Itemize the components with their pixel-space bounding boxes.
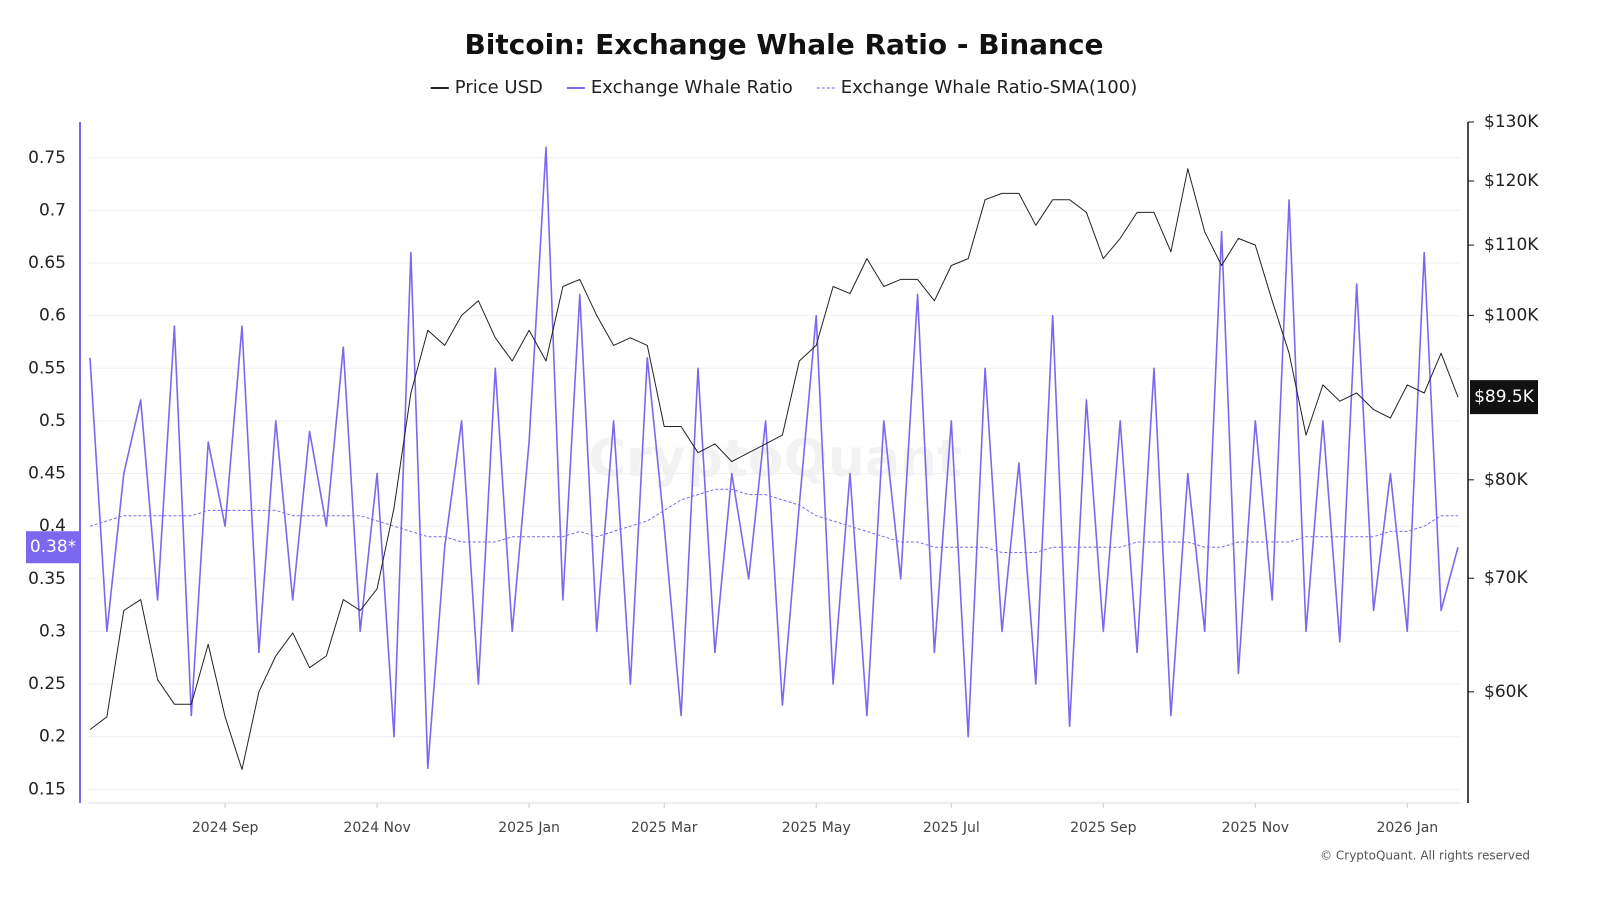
x-tick-label: 2025 Sep (1070, 820, 1137, 836)
y-tick-label: 0.45 (28, 464, 66, 484)
y2-tick-label: $80K (1484, 470, 1528, 490)
series-line (89, 146, 1459, 770)
last-value-label: $89.5K (1474, 387, 1535, 407)
x-tick-label: 2025 Jan (498, 820, 560, 836)
y2-tick-label: $100K (1484, 305, 1539, 325)
last-value-label: 0.38* (30, 537, 76, 557)
legend-label: Price USD (455, 77, 543, 98)
x-tick-label: 2025 Mar (631, 820, 698, 836)
x-tick-label: 2024 Nov (343, 820, 410, 836)
y-tick-label: 0.7 (39, 200, 66, 220)
x-tick-label: 2025 Nov (1222, 820, 1289, 836)
x-tick-label: 2026 Jan (1376, 820, 1438, 836)
series-line (89, 488, 1458, 553)
y-tick-label: 0.35 (28, 569, 66, 589)
last-value-tag (1470, 380, 1538, 415)
y-tick-label: 0.5 (39, 411, 66, 431)
last-value-tag (26, 531, 80, 564)
legend: Price USD Exchange Whale Ratio Exchange Wh… (430, 77, 1137, 98)
y2-tick-label: $60K (1484, 682, 1528, 702)
y-tick-label: 0.75 (28, 148, 66, 168)
x-tick-label: 2024 Sep (192, 820, 259, 836)
y-tick-label: 0.55 (28, 358, 66, 378)
y2-tick-label: $120K (1484, 171, 1539, 191)
y2-tick-label: $110K (1484, 235, 1539, 255)
series-line (89, 168, 1459, 770)
legend-label: Exchange Whale Ratio-SMA(100) (841, 77, 1137, 98)
y-tick-label: 0.15 (28, 779, 66, 799)
legend-label: Exchange Whale Ratio (591, 77, 793, 98)
y-tick-label: 0.4 (39, 516, 66, 536)
x-tick-label: 2025 Jul (923, 820, 980, 836)
chart-title: Bitcoin: Exchange Whale Ratio - Binance (464, 28, 1103, 61)
y-tick-label: 0.6 (39, 306, 66, 326)
y2-tick-label: $70K (1484, 568, 1528, 588)
y-tick-label: 0.25 (28, 674, 66, 694)
footer: © CryptoQuant. All rights reserved (1320, 849, 1530, 863)
y2-tick-label: $130K (1484, 112, 1539, 132)
x-tick-label: 2025 May (782, 820, 851, 836)
y-tick-label: 0.3 (39, 621, 66, 641)
y-tick-label: 0.65 (28, 253, 66, 273)
y-tick-label: 0.2 (39, 727, 66, 747)
